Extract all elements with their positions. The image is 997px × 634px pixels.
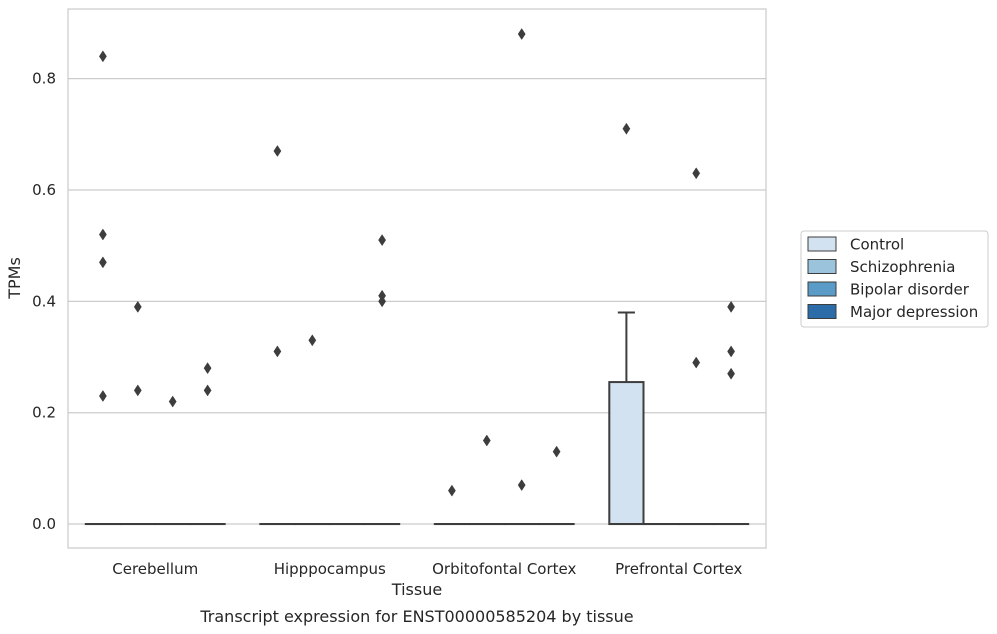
y-tick-label: 0.8 — [32, 70, 56, 88]
x-tick-label: Orbitofontal Cortex — [432, 560, 576, 578]
plot-area-frame — [67, 8, 767, 549]
legend-swatch — [807, 304, 837, 319]
outlier-point — [727, 300, 735, 313]
legend-label: Schizophrenia — [850, 258, 955, 276]
outlier-point — [378, 295, 386, 308]
outlier-point — [99, 390, 107, 402]
outlier-point — [692, 356, 701, 369]
chart-caption: Transcript expression for ENST0000058520… — [199, 607, 633, 626]
x-tick-label: Cerebellum — [112, 560, 198, 578]
x-axis-ticks: Cerebellum Hipppocampus Orbitofontal Corte… — [112, 560, 742, 578]
outlier-point — [133, 300, 142, 313]
x-axis-title: Tissue — [391, 580, 442, 599]
outlier-point — [273, 345, 282, 358]
outlier-point — [622, 122, 631, 135]
y-tick-label: 0.0 — [32, 515, 56, 533]
legend-frame — [800, 230, 989, 328]
outlier-point — [448, 484, 456, 497]
legend-label: Major depression — [850, 303, 978, 321]
legend-swatch — [807, 281, 837, 297]
outlier-point — [273, 145, 282, 157]
y-tick-label: 0.2 — [32, 404, 56, 422]
legend-swatch — [807, 259, 837, 274]
outlier-point — [99, 50, 107, 63]
outlier-point — [203, 384, 212, 397]
outlier-point — [482, 434, 491, 447]
y-axis-ticks: 0.0 0.2 0.4 0.6 0.8 — [32, 70, 56, 533]
outlier-point — [517, 28, 526, 41]
x-tick-label: Prefrontal Cortex — [615, 560, 742, 578]
outlier-point — [168, 395, 177, 408]
outlier-point — [203, 362, 212, 375]
box — [608, 381, 645, 526]
outlier-point — [133, 384, 142, 397]
outlier-point — [692, 167, 701, 180]
boxes — [84, 311, 750, 526]
y-tick-label: 0.6 — [32, 181, 56, 199]
y-axis-title: TPMs — [5, 257, 24, 300]
outlier-points — [99, 28, 735, 497]
y-tick-label: 0.4 — [32, 292, 56, 310]
legend-label: Control — [850, 236, 904, 254]
outlier-point — [727, 345, 735, 358]
x-tick-label: Hipppocampus — [274, 560, 386, 578]
outlier-point — [378, 234, 386, 247]
outlier-point — [308, 334, 317, 347]
legend-label: Bipolar disorder — [850, 281, 970, 299]
outlier-point — [552, 445, 561, 458]
outlier-point — [99, 256, 107, 269]
gridlines — [68, 77, 766, 525]
outlier-point — [517, 479, 526, 492]
legend: Control Schizophrenia Bipolar disorder Majo… — [800, 230, 989, 328]
outlier-point — [727, 367, 735, 380]
outlier-point — [99, 228, 107, 241]
legend-swatch — [807, 236, 837, 252]
